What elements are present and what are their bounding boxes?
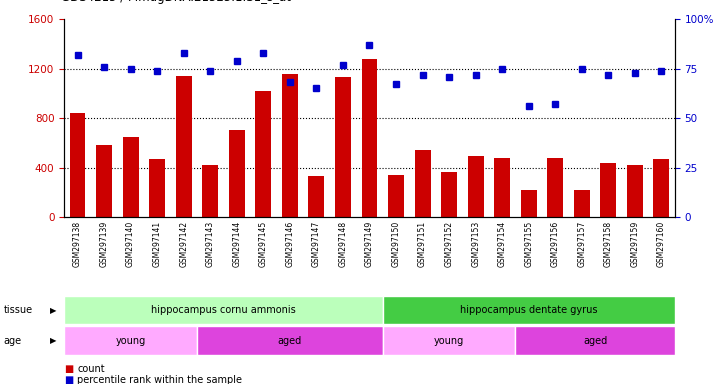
- Bar: [600, 162, 616, 217]
- Text: GSM297158: GSM297158: [604, 221, 613, 267]
- Bar: [64, 296, 383, 324]
- Text: GSM297145: GSM297145: [259, 221, 268, 267]
- Text: GSM297141: GSM297141: [153, 221, 161, 267]
- Text: aged: aged: [278, 336, 302, 346]
- Bar: [335, 77, 351, 217]
- Bar: [521, 190, 537, 217]
- Bar: [441, 172, 457, 217]
- Text: GSM297154: GSM297154: [498, 221, 507, 267]
- Text: GDS4215 / MmugDNA.21525.1.S1_s_at: GDS4215 / MmugDNA.21525.1.S1_s_at: [61, 0, 291, 4]
- Bar: [197, 326, 383, 355]
- Bar: [574, 190, 590, 217]
- Bar: [653, 159, 670, 217]
- Bar: [64, 326, 197, 355]
- Bar: [494, 158, 511, 217]
- Text: percentile rank within the sample: percentile rank within the sample: [77, 375, 242, 384]
- Text: age: age: [4, 336, 21, 346]
- Text: GSM297140: GSM297140: [126, 221, 135, 267]
- Bar: [176, 76, 191, 217]
- Text: GSM297144: GSM297144: [232, 221, 241, 267]
- Text: GSM297146: GSM297146: [286, 221, 294, 267]
- Text: ▶: ▶: [50, 306, 56, 314]
- Text: GSM297152: GSM297152: [445, 221, 453, 267]
- Text: GSM297138: GSM297138: [73, 221, 82, 267]
- Bar: [123, 137, 139, 217]
- Bar: [282, 74, 298, 217]
- Bar: [383, 326, 516, 355]
- Text: hippocampus dentate gyrus: hippocampus dentate gyrus: [460, 305, 598, 315]
- Bar: [149, 159, 165, 217]
- Text: ■: ■: [64, 375, 74, 384]
- Bar: [468, 156, 483, 217]
- Bar: [516, 326, 675, 355]
- Text: GSM297143: GSM297143: [206, 221, 215, 267]
- Bar: [383, 296, 675, 324]
- Bar: [548, 158, 563, 217]
- Text: GSM297149: GSM297149: [365, 221, 374, 267]
- Text: GSM297142: GSM297142: [179, 221, 188, 267]
- Bar: [96, 145, 112, 217]
- Text: hippocampus cornu ammonis: hippocampus cornu ammonis: [151, 305, 296, 315]
- Text: GSM297157: GSM297157: [578, 221, 586, 267]
- Text: young: young: [434, 336, 464, 346]
- Bar: [308, 176, 324, 217]
- Bar: [361, 59, 378, 217]
- Bar: [388, 175, 404, 217]
- Bar: [202, 165, 218, 217]
- Text: GSM297151: GSM297151: [418, 221, 427, 267]
- Text: aged: aged: [583, 336, 607, 346]
- Text: GSM297160: GSM297160: [657, 221, 666, 267]
- Bar: [415, 150, 431, 217]
- Text: GSM297153: GSM297153: [471, 221, 480, 267]
- Bar: [256, 91, 271, 217]
- Text: young: young: [116, 336, 146, 346]
- Text: count: count: [77, 364, 105, 374]
- Text: GSM297159: GSM297159: [630, 221, 640, 267]
- Text: GSM297155: GSM297155: [524, 221, 533, 267]
- Text: ■: ■: [64, 364, 74, 374]
- Bar: [228, 131, 245, 217]
- Bar: [69, 113, 86, 217]
- Text: ▶: ▶: [50, 336, 56, 345]
- Text: GSM297150: GSM297150: [391, 221, 401, 267]
- Text: GSM297147: GSM297147: [312, 221, 321, 267]
- Bar: [627, 165, 643, 217]
- Text: tissue: tissue: [4, 305, 33, 315]
- Text: GSM297156: GSM297156: [550, 221, 560, 267]
- Text: GSM297139: GSM297139: [99, 221, 109, 267]
- Text: GSM297148: GSM297148: [338, 221, 348, 267]
